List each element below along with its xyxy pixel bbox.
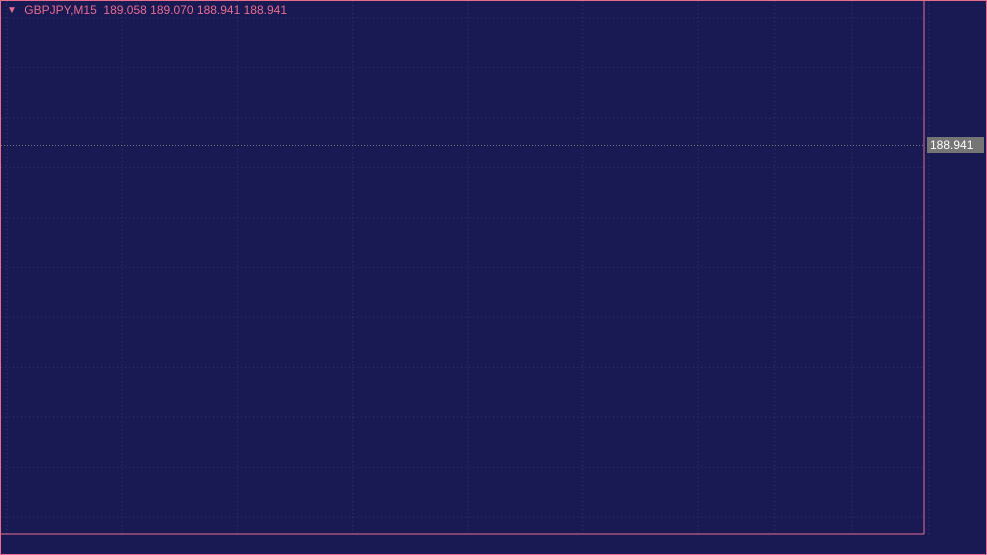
low-value: 188.941 [197,3,240,17]
close-value: 188.941 [244,3,287,17]
triangle-down-icon: ▼ [7,5,17,16]
candlestick-chart[interactable]: ▼ GBPJPY,M15 189.058 189.070 188.941 188… [0,0,987,555]
high-value: 189.070 [150,3,193,17]
current-price-tag: 188.941 [927,137,984,153]
open-value: 189.058 [103,3,146,17]
chart-plot-area[interactable] [1,1,987,555]
timeframe-label: M15 [73,3,96,17]
current-price-value: 188.941 [930,138,973,152]
ohlc-label: ▼ GBPJPY,M15 189.058 189.070 188.941 188… [7,3,287,17]
symbol-label: GBPJPY [24,3,70,17]
